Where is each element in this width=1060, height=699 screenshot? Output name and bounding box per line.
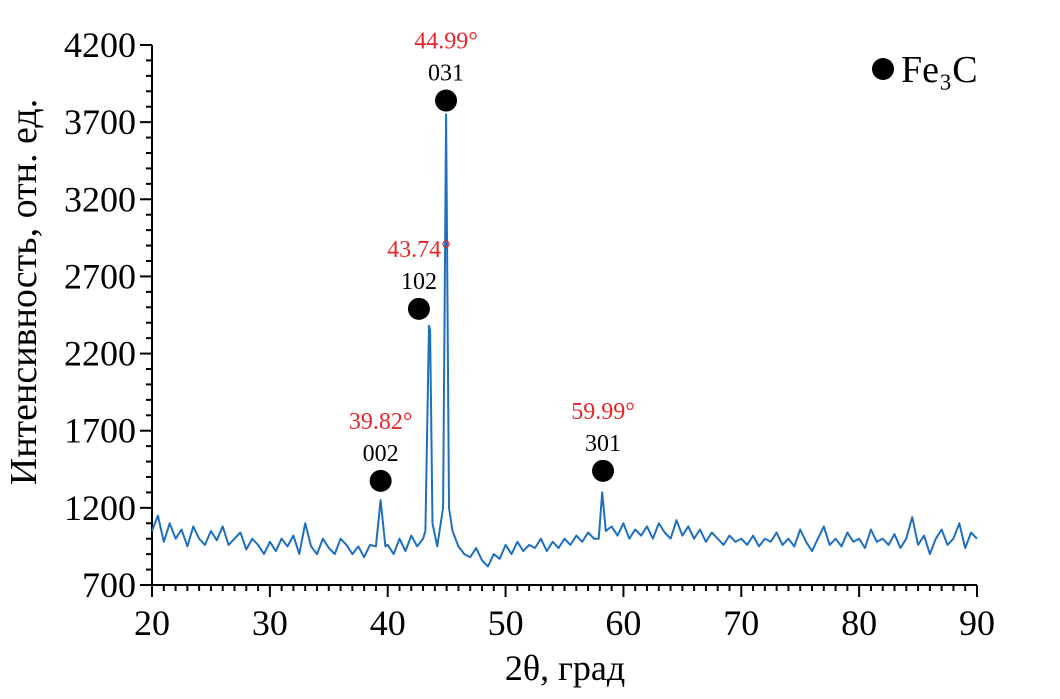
x-tick-label: 80 <box>841 603 877 643</box>
x-tick-label: 90 <box>959 603 995 643</box>
y-tick-label: 2200 <box>64 334 136 374</box>
peak-annotation: 301 59.99° <box>571 399 635 482</box>
series-line <box>151 113 978 568</box>
y-tick-label: 1200 <box>64 488 136 528</box>
x-tick-label: 20 <box>134 603 170 643</box>
y-tick-label: 3200 <box>64 179 136 219</box>
legend-label: Fe₃C <box>901 49 978 91</box>
angle-label: 43.74° <box>387 237 451 263</box>
series-layer <box>151 113 978 568</box>
axes: 700 1200 1700 2200 2700 3200 3700 4200 20 30 40 50 6… <box>64 25 995 643</box>
x-tick-label: 70 <box>723 603 759 643</box>
y-tick-label: 1700 <box>64 411 136 451</box>
legend: Fe₃C <box>872 49 978 91</box>
y-tick-label: 2700 <box>64 256 136 296</box>
x-axis-label: 2θ, град <box>505 648 625 688</box>
peak-marker <box>369 469 392 492</box>
angle-label: 59.99° <box>571 399 635 425</box>
y-tick-label: 700 <box>82 565 136 605</box>
x-tick-label: 30 <box>252 603 288 643</box>
y-axis-label: Интенсивность, отн. ед. <box>3 99 45 485</box>
peak-annotation: 031 44.99° <box>414 29 478 112</box>
hkl-label: 301 <box>585 431 621 457</box>
y-tick-label: 3700 <box>64 102 136 142</box>
hkl-label: 031 <box>428 61 464 87</box>
hkl-label: 102 <box>401 269 437 295</box>
x-tick-label: 50 <box>488 603 524 643</box>
angle-label: 39.82° <box>349 409 413 435</box>
peak-marker <box>407 297 430 320</box>
angle-label: 44.99° <box>414 29 478 55</box>
hkl-label: 002 <box>363 441 399 467</box>
peak-marker <box>435 89 458 112</box>
x-tick-label: 40 <box>370 603 406 643</box>
annotations-layer: 002 39.82° 102 43.74° 031 44.99° 301 59.99° <box>349 29 635 492</box>
peak-annotation: 102 43.74° <box>387 237 451 320</box>
peak-annotation: 002 39.82° <box>349 409 413 492</box>
x-tick-label: 60 <box>605 603 641 643</box>
y-tick-label: 4200 <box>64 25 136 65</box>
peak-marker <box>592 459 615 482</box>
legend-marker <box>872 58 894 80</box>
